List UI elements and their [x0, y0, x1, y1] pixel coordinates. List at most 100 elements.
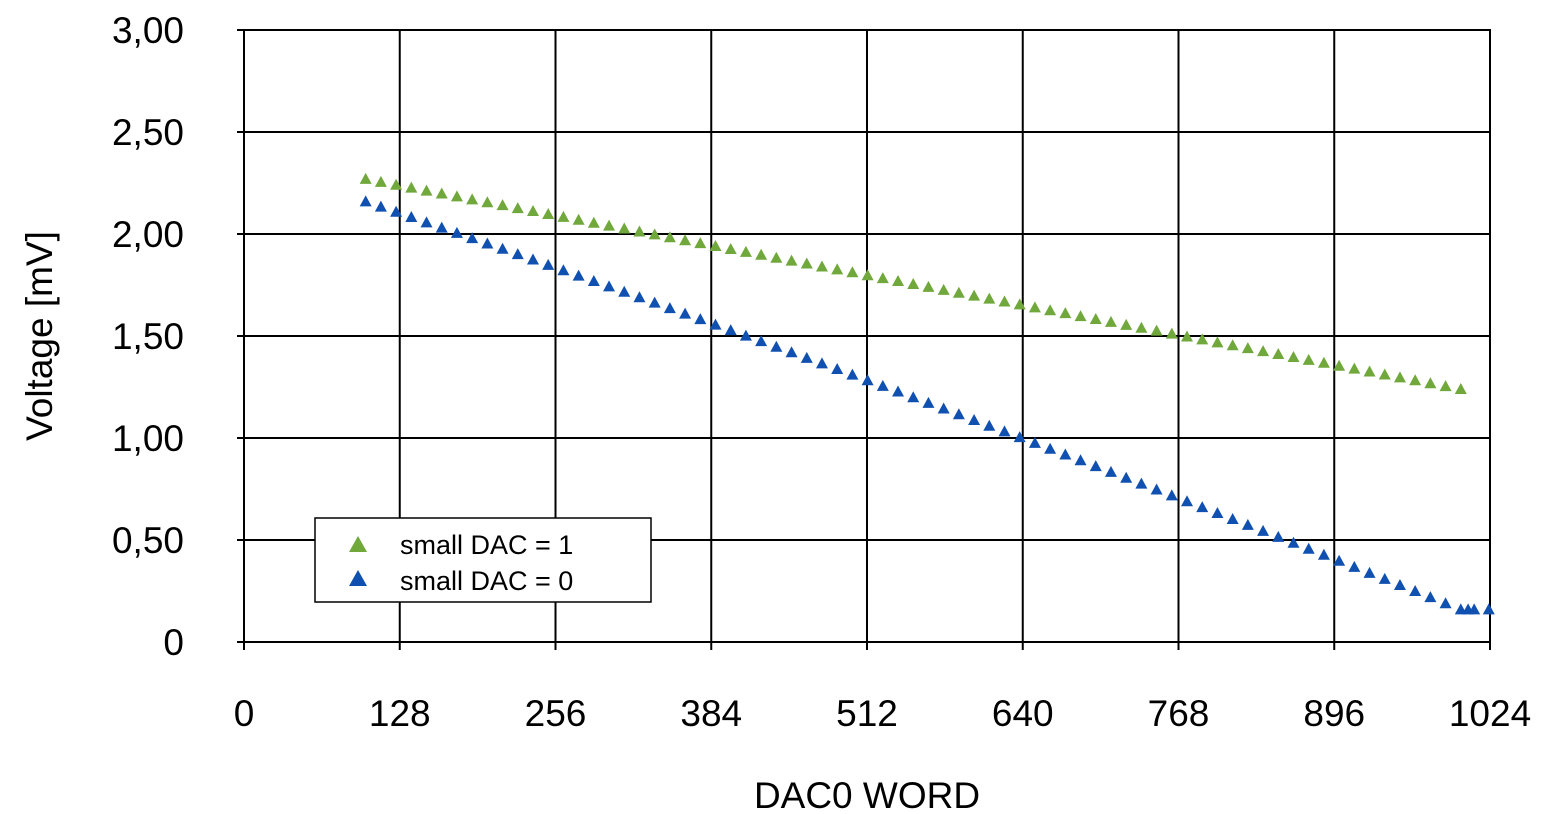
series-small-dac-0-point	[1150, 483, 1163, 495]
series-small-dac-1-point	[755, 248, 768, 260]
series-small-dac-0-point	[815, 357, 828, 369]
series-small-dac-0-point	[846, 368, 859, 380]
series-small-dac-1-point	[876, 272, 889, 284]
series-small-dac-1-point	[390, 178, 403, 190]
y-tick-label: 0	[163, 622, 184, 663]
series-small-dac-0-point	[1226, 512, 1239, 524]
y-axis-title: Voltage [mV]	[19, 231, 60, 441]
series-small-dac-1-point	[663, 231, 676, 243]
data-series	[359, 172, 1495, 615]
series-small-dac-1-point	[1378, 368, 1391, 380]
series-small-dac-0-point	[1059, 448, 1072, 460]
series-small-dac-0-point	[511, 248, 524, 260]
y-tick-label: 2,00	[112, 214, 184, 255]
series-small-dac-0-point	[1089, 460, 1102, 472]
series-small-dac-1-point	[770, 251, 783, 263]
series-small-dac-1-point	[557, 210, 570, 222]
series-small-dac-0-point	[1287, 536, 1300, 548]
series-small-dac-0-point	[648, 296, 661, 308]
series-small-dac-0-point	[694, 313, 707, 325]
series-small-dac-0-point	[572, 269, 585, 281]
series-small-dac-1-point	[831, 263, 844, 275]
series-small-dac-1-point	[466, 193, 479, 205]
series-small-dac-1-point	[374, 175, 387, 187]
series-small-dac-1-point	[907, 277, 920, 289]
series-small-dac-1-point	[1181, 330, 1194, 342]
series-small-dac-1-point	[1241, 342, 1254, 354]
series-small-dac-1-point	[542, 207, 555, 219]
x-tick-label: 1024	[1449, 693, 1531, 734]
series-small-dac-1-point	[1333, 359, 1346, 371]
legend-label-small-dac-0: small DAC = 0	[400, 566, 573, 596]
series-small-dac-1-point	[648, 228, 661, 240]
series-small-dac-0-point	[770, 340, 783, 352]
series-small-dac-1-point	[1287, 350, 1300, 362]
series-small-dac-1-point	[709, 240, 722, 252]
series-small-dac-1-point	[1089, 313, 1102, 324]
y-tick-label: 0,50	[112, 520, 184, 561]
series-small-dac-0-point	[1482, 603, 1495, 615]
series-small-dac-0-point	[466, 232, 479, 244]
series-small-dac-1-point	[618, 222, 631, 234]
series-small-dac-0-point	[998, 425, 1011, 437]
series-small-dac-0-point	[587, 274, 600, 286]
grid-lines	[243, 29, 1491, 643]
series-small-dac-0-point	[1363, 566, 1376, 578]
series-small-dac-0-point	[420, 216, 433, 228]
series-small-dac-0-point	[892, 385, 905, 397]
series-small-dac-0-point	[983, 419, 996, 431]
series-small-dac-0-point	[663, 302, 676, 314]
y-tick-label: 1,00	[112, 418, 184, 459]
series-small-dac-0-point	[1181, 495, 1194, 507]
series-small-dac-1-point	[1409, 374, 1422, 386]
axis-ticks	[237, 29, 1491, 650]
x-tick-label: 384	[680, 693, 742, 734]
x-tick-label: 512	[836, 693, 898, 734]
series-small-dac-0-point	[435, 221, 448, 233]
series-small-dac-1-point	[1272, 348, 1285, 360]
series-small-dac-1-point	[983, 292, 996, 304]
series-small-dac-1-point	[1211, 336, 1224, 348]
series-small-dac-1-point	[892, 275, 905, 287]
series-small-dac-0-point	[1211, 507, 1224, 519]
series-small-dac-1-point	[526, 205, 539, 217]
series-small-dac-1-point	[937, 283, 950, 295]
series-small-dac-0-point	[405, 211, 418, 223]
series-small-dac-1-point	[359, 172, 372, 184]
series-small-dac-0-point	[542, 258, 555, 270]
series-small-dac-1-point	[572, 213, 585, 225]
legend-label-small-dac-1: small DAC = 1	[400, 530, 573, 560]
series-small-dac-0-point	[526, 253, 539, 265]
series-small-dac-1-point	[1302, 353, 1315, 365]
series-small-dac-1-point	[1439, 380, 1452, 392]
series-small-dac-1-point	[1013, 298, 1026, 310]
series-small-dac-0-point	[1333, 554, 1346, 566]
y-tick-label: 1,50	[112, 316, 184, 357]
series-small-dac-1-point	[679, 234, 692, 246]
series-small-dac-0-point	[603, 280, 616, 292]
series-small-dac-0-point	[390, 205, 403, 217]
series-small-dac-1-point	[968, 289, 981, 301]
series-small-dac-0-point	[952, 408, 965, 420]
series-small-dac-1-point	[861, 269, 874, 281]
series-small-dac-0-point	[1028, 436, 1041, 448]
x-axis-tick-labels: 0 128 256 384 512 640 768 896 1024	[234, 693, 1531, 734]
series-small-dac-0-point	[1165, 489, 1178, 501]
series-small-dac-1-point	[496, 199, 509, 211]
series-small-dac-1-point	[952, 286, 965, 298]
series-small-dac-1-point	[1257, 345, 1270, 357]
series-small-dac-0-point	[755, 335, 768, 347]
series-small-dac-0-point	[1424, 591, 1437, 603]
series-small-dac-1-point	[1044, 304, 1057, 316]
series-small-dac-0-point	[1317, 548, 1330, 560]
series-small-dac-1-point	[1196, 333, 1209, 345]
series-small-dac-1-point	[1165, 327, 1178, 339]
series-small-dac-0-point	[785, 346, 798, 358]
series-small-dac-1-point	[435, 187, 448, 199]
series-small-dac-0-point	[1241, 518, 1254, 530]
series-small-dac-0-point	[1135, 477, 1148, 489]
y-axis-tick-labels: 0 0,50 1,00 1,50 2,00 2,50 3,00	[112, 10, 184, 663]
series-small-dac-0-point	[1257, 524, 1270, 536]
series-small-dac-0-point	[861, 374, 874, 386]
